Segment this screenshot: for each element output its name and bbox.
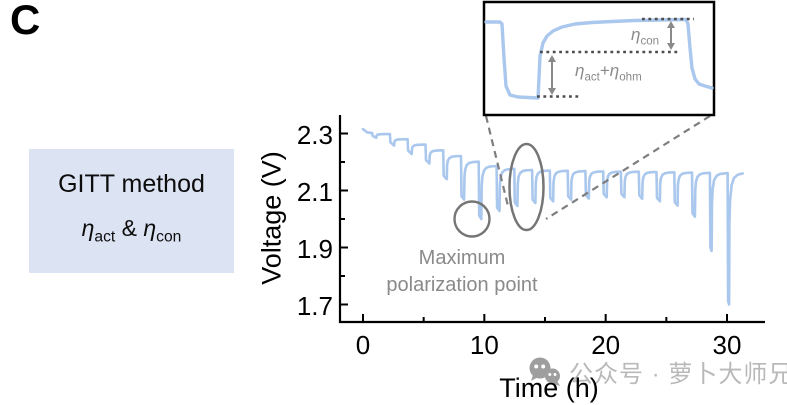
act-subscript: act — [584, 71, 600, 84]
eta-con-subscript: con — [156, 228, 182, 246]
inset-eta-con-label: ηcon — [631, 25, 659, 47]
eta-symbol: η — [609, 61, 620, 80]
eta-act-subscript: act — [94, 228, 116, 246]
max-polarization-label: Maximum polarization point — [362, 245, 562, 299]
wechat-icon — [529, 357, 560, 386]
eta-symbol: η — [631, 25, 641, 44]
y-tick-label: 1.9 — [296, 233, 333, 264]
y-axis-title: Voltage (V) — [256, 151, 287, 285]
x-tick-label: 30 — [712, 330, 742, 360]
inset-eta-act-ohm-label: ηact+ηohm — [575, 61, 642, 83]
eta-act-ohm-arrow-head-bottom — [548, 88, 556, 95]
y-tick-label: 1.7 — [296, 290, 333, 321]
watermark: 公众号 · 萝卜大师兄 — [527, 354, 787, 389]
y-tick-label: 2.3 — [296, 119, 333, 150]
zoom-region-ellipse — [508, 142, 545, 232]
voltage-curve — [361, 127, 745, 306]
x-axis-title: Time (h) — [499, 373, 599, 403]
zoom-callout-line — [484, 115, 510, 207]
gitt-method-box: GITT method ηact & ηcon — [29, 149, 234, 273]
plus-sign: + — [599, 61, 610, 80]
eta-act-ohm-arrow-head-top — [548, 55, 556, 62]
watermark-text: 公众号 · 萝卜大师兄 — [569, 361, 787, 388]
x-tick-label: 10 — [469, 330, 499, 360]
ohm-subscript: ohm — [619, 71, 642, 84]
method-box-title: GITT method — [58, 170, 205, 198]
max-polarization-label-line1: Maximum — [418, 247, 506, 269]
method-box-formula: ηact & ηcon — [29, 215, 234, 247]
panel-label: C — [10, 0, 41, 43]
y-tick-label: 2.1 — [296, 176, 333, 207]
inset-pulse-curve — [484, 17, 714, 100]
eta-con-arrow-head-bottom — [667, 43, 675, 50]
max-polarization-label-line2: polarization point — [386, 274, 538, 296]
eta-symbol: η — [81, 215, 95, 241]
x-tick-label: 0 — [355, 330, 371, 360]
eta-symbol: η — [575, 61, 585, 80]
eta-symbol: η — [143, 215, 157, 241]
max-polarization-circle — [453, 200, 491, 238]
axes-spines — [338, 115, 765, 324]
x-tick-label: 20 — [591, 330, 621, 360]
zoom-callout-line — [545, 115, 711, 220]
ampersand: & — [121, 215, 137, 241]
con-subscript: con — [640, 35, 660, 48]
eta-con-arrow-head-top — [667, 21, 675, 28]
